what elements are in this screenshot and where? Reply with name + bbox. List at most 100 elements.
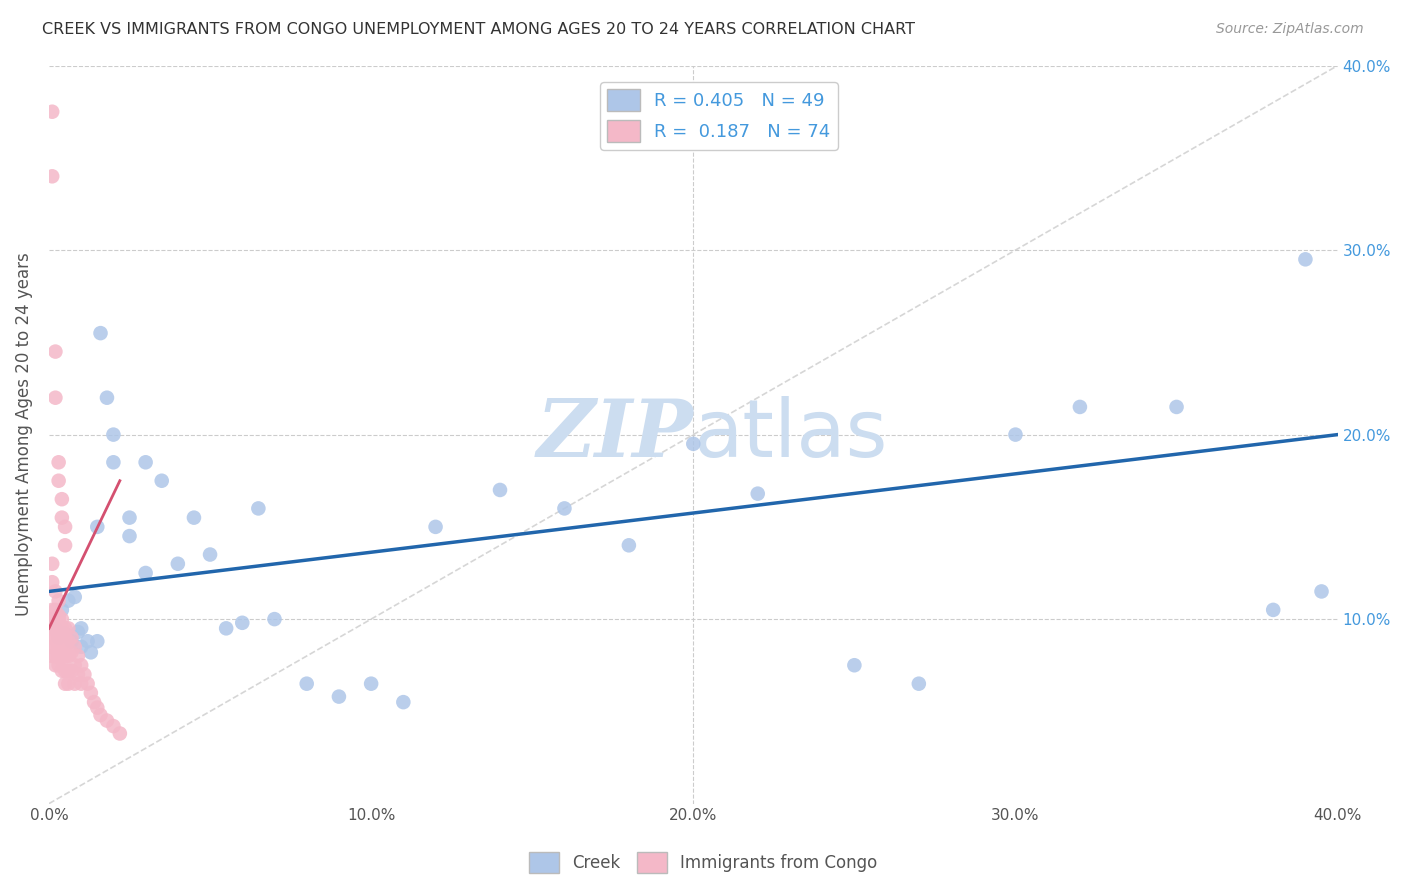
Point: [51, 653, 73, 667]
Point: [83, 695, 105, 709]
Text: atlas: atlas: [693, 396, 887, 474]
Point: [360, 676, 382, 690]
Point: [44, 640, 66, 654]
Point: [48, 615, 70, 630]
Point: [108, 726, 131, 740]
Point: [51, 664, 73, 678]
Legend: Creek, Immigrants from Congo: Creek, Immigrants from Congo: [522, 846, 884, 880]
Point: [41, 621, 63, 635]
Y-axis label: Unemployment Among Ages 20 to 24 years: Unemployment Among Ages 20 to 24 years: [15, 252, 32, 616]
Point: [328, 690, 350, 704]
Legend: R = 0.405   N = 49, R =  0.187   N = 74: R = 0.405 N = 49, R = 0.187 N = 74: [600, 82, 838, 150]
Point: [89, 708, 111, 723]
Point: [51, 640, 73, 654]
Point: [60, 645, 83, 659]
Point: [86, 700, 108, 714]
Text: ZIP: ZIP: [537, 396, 693, 474]
Point: [103, 455, 125, 469]
Point: [682, 437, 704, 451]
Point: [48, 608, 70, 623]
Point: [63, 590, 86, 604]
Point: [44, 621, 66, 635]
Point: [118, 510, 141, 524]
Point: [41, 615, 63, 630]
Point: [76, 676, 98, 690]
Point: [103, 427, 125, 442]
Point: [58, 676, 80, 690]
Point: [51, 603, 73, 617]
Point: [44, 648, 66, 663]
Point: [58, 593, 80, 607]
Point: [53, 648, 76, 663]
Point: [295, 676, 318, 690]
Point: [489, 483, 512, 497]
Point: [80, 645, 103, 659]
Point: [58, 621, 80, 635]
Point: [48, 474, 70, 488]
Point: [41, 648, 63, 663]
Point: [41, 631, 63, 645]
Point: [51, 631, 73, 645]
Text: CREEK VS IMMIGRANTS FROM CONGO UNEMPLOYMENT AMONG AGES 20 TO 24 YEARS CORRELATIO: CREEK VS IMMIGRANTS FROM CONGO UNEMPLOYM…: [42, 22, 915, 37]
Point: [53, 676, 76, 690]
Point: [844, 658, 866, 673]
Point: [150, 474, 173, 488]
Point: [247, 501, 270, 516]
Point: [135, 455, 157, 469]
Point: [70, 640, 93, 654]
Point: [908, 676, 931, 690]
Point: [48, 593, 70, 607]
Point: [58, 634, 80, 648]
Point: [44, 621, 66, 635]
Point: [44, 344, 66, 359]
Point: [44, 658, 66, 673]
Point: [53, 520, 76, 534]
Point: [135, 566, 157, 580]
Point: [51, 510, 73, 524]
Point: [53, 640, 76, 654]
Point: [63, 658, 86, 673]
Point: [44, 391, 66, 405]
Point: [103, 719, 125, 733]
Point: [63, 676, 86, 690]
Point: [51, 627, 73, 641]
Point: [41, 169, 63, 184]
Point: [1263, 603, 1285, 617]
Point: [1166, 400, 1188, 414]
Point: [215, 621, 238, 635]
Point: [118, 529, 141, 543]
Point: [86, 634, 108, 648]
Point: [44, 631, 66, 645]
Point: [58, 648, 80, 663]
Point: [747, 486, 769, 500]
Point: [70, 676, 93, 690]
Point: [76, 634, 98, 648]
Point: [198, 548, 221, 562]
Point: [66, 667, 89, 681]
Point: [51, 634, 73, 648]
Point: [63, 640, 86, 654]
Point: [41, 575, 63, 590]
Point: [392, 695, 415, 709]
Point: [80, 686, 103, 700]
Point: [44, 612, 66, 626]
Point: [58, 664, 80, 678]
Point: [96, 391, 118, 405]
Point: [41, 612, 63, 626]
Point: [41, 104, 63, 119]
Point: [53, 645, 76, 659]
Point: [1310, 584, 1333, 599]
Point: [51, 492, 73, 507]
Point: [553, 501, 575, 516]
Point: [48, 621, 70, 635]
Point: [70, 621, 93, 635]
Point: [48, 455, 70, 469]
Point: [60, 631, 83, 645]
Point: [231, 615, 253, 630]
Point: [53, 621, 76, 635]
Point: [48, 658, 70, 673]
Point: [425, 520, 447, 534]
Text: Source: ZipAtlas.com: Source: ZipAtlas.com: [1216, 22, 1364, 37]
Point: [53, 631, 76, 645]
Point: [66, 625, 89, 640]
